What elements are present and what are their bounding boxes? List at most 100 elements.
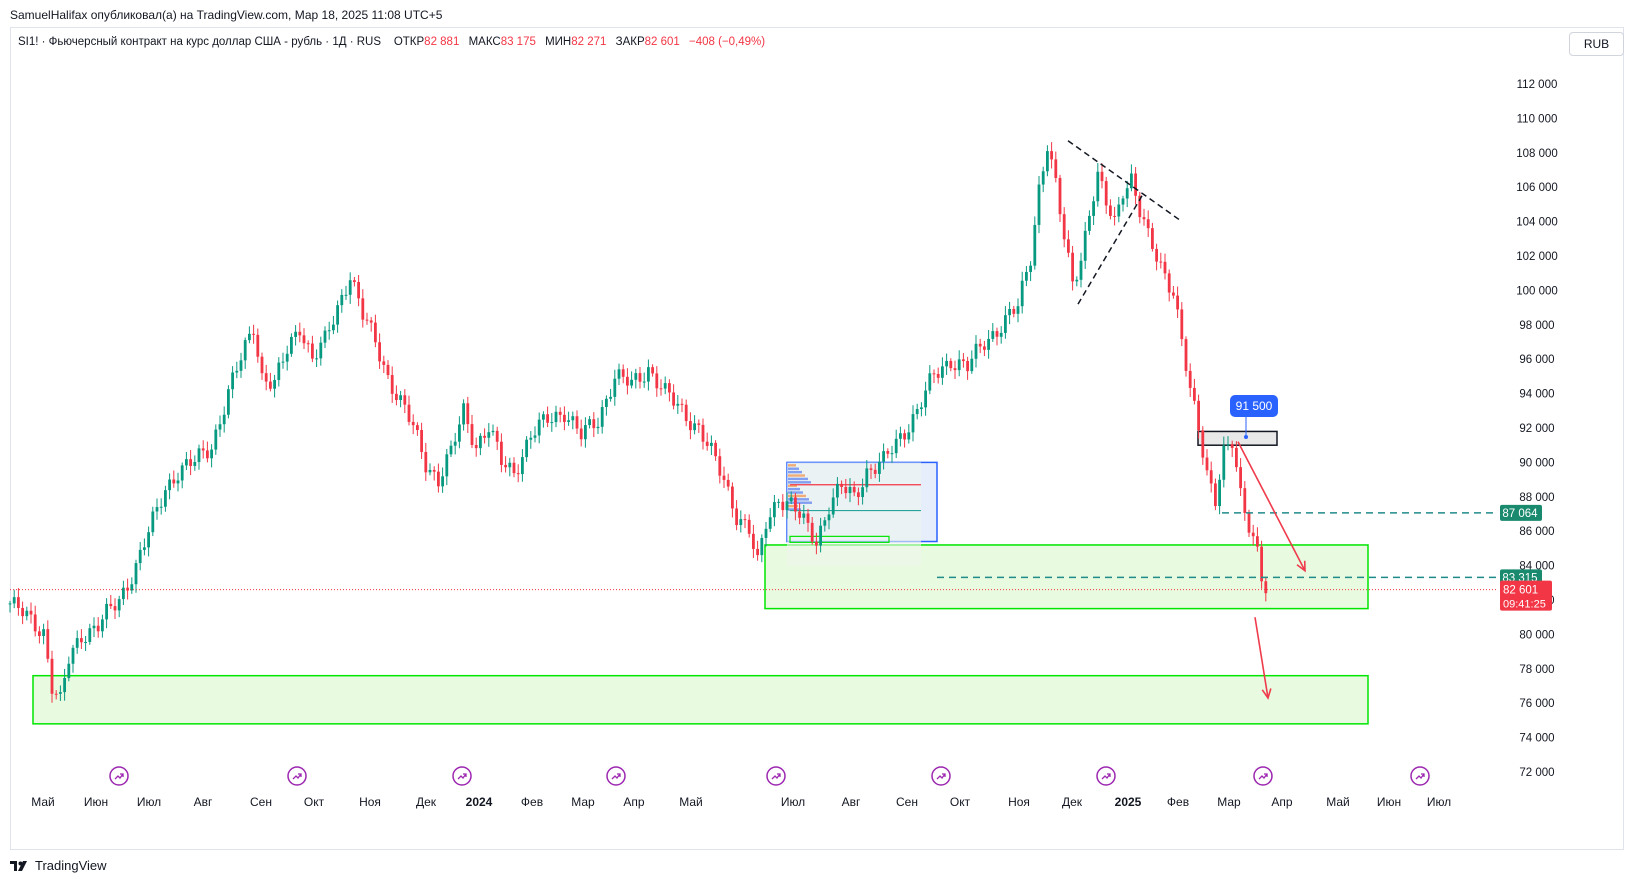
candle-body: [638, 373, 642, 382]
candle-body: [428, 469, 432, 473]
candle-body: [348, 280, 352, 295]
candle-body: [689, 421, 692, 431]
y-tick-label: 76 000: [1519, 698, 1554, 710]
candle-body: [588, 419, 591, 426]
candle-body: [915, 409, 919, 415]
candle-body: [361, 298, 365, 320]
candle-body: [17, 597, 20, 608]
candle-body: [374, 322, 377, 343]
candle-body: [827, 514, 831, 521]
candle-body: [395, 393, 398, 400]
candle-body: [907, 432, 911, 440]
candle-body: [571, 416, 575, 421]
change-value: −408 (−0,49%): [689, 36, 766, 48]
symbol-title[interactable]: SI1! · Фьючерсный контракт на курс долла…: [18, 36, 382, 48]
candle-body: [533, 435, 537, 438]
candle-body: [302, 335, 306, 344]
candle-body: [886, 451, 890, 454]
y-tick-label: 96 000: [1519, 354, 1554, 366]
candle-body: [298, 331, 302, 336]
candle-body: [789, 497, 793, 502]
candle-body: [1235, 447, 1238, 468]
currency-button[interactable]: RUB: [1569, 32, 1624, 56]
candle-body: [1079, 260, 1083, 280]
candle-body: [936, 374, 940, 378]
candle-body: [663, 383, 667, 389]
candle-body: [357, 281, 360, 299]
candle-body: [752, 533, 755, 549]
candle-body: [718, 456, 722, 476]
candle-body: [651, 367, 654, 374]
candle-body: [210, 449, 213, 459]
candle-body: [126, 587, 129, 591]
candle-body: [12, 597, 16, 604]
candle-body: [54, 693, 58, 695]
candle-body: [260, 356, 264, 374]
candle-body: [726, 479, 730, 487]
candle-body: [437, 471, 440, 487]
candle-body: [277, 362, 281, 380]
x-tick-label: Сен: [250, 795, 272, 809]
candle-body: [1058, 177, 1062, 215]
resistance-box: [1197, 430, 1278, 446]
candle-body: [735, 508, 738, 526]
candle-body: [987, 338, 990, 350]
candle-body: [647, 367, 650, 382]
candle-body: [1041, 171, 1045, 185]
x-tick-label: Июл: [781, 795, 805, 809]
candle-body: [928, 373, 932, 391]
candle-body: [794, 497, 797, 512]
candle-body: [1016, 306, 1020, 314]
candle-body: [878, 461, 881, 474]
volume-profile-bar: [788, 504, 798, 508]
candle-body: [1142, 217, 1146, 220]
candle-body: [840, 483, 843, 487]
candle-body: [1138, 195, 1142, 218]
close-label: ЗАКР: [615, 36, 645, 48]
candle-body: [924, 390, 927, 408]
x-tick-label: Дек: [1062, 795, 1083, 809]
candle-body: [1184, 339, 1188, 371]
candle-body: [390, 375, 394, 394]
candle-body: [1214, 483, 1217, 507]
candle-body: [550, 422, 554, 424]
candle-body: [1155, 248, 1158, 262]
candle-body: [1075, 279, 1079, 282]
x-tick-label: Окт: [950, 795, 971, 809]
candle-body: [743, 519, 747, 521]
candle-body: [605, 398, 608, 407]
candle-body: [1046, 151, 1049, 172]
candle-body: [1197, 400, 1200, 431]
candle-body: [109, 603, 113, 607]
y-tick-label: 108 000: [1516, 148, 1558, 160]
high-label: МАКС: [468, 36, 501, 48]
candle-body: [920, 407, 923, 410]
candle-body: [88, 628, 92, 642]
volume-profile-bar: [788, 474, 805, 477]
candle-body: [138, 549, 142, 564]
candle-body: [222, 414, 226, 425]
events-icon: [109, 766, 129, 786]
candle-body: [991, 331, 995, 339]
x-tick-label: Ноя: [359, 795, 381, 809]
candle-body: [71, 647, 75, 664]
volume-profile-bar: [788, 501, 812, 504]
candle-body: [1121, 198, 1125, 205]
projection-arrow-1: [1237, 441, 1306, 572]
candle-body: [113, 606, 117, 611]
candle-body: [668, 383, 671, 393]
candle-body: [941, 366, 944, 378]
candle-body: [836, 483, 839, 498]
candle-body: [1004, 315, 1007, 333]
candle-body: [957, 359, 961, 371]
candle-body: [1134, 173, 1137, 196]
candle-body: [365, 319, 369, 321]
candle-body: [504, 464, 507, 468]
candle-body: [579, 428, 583, 440]
candle-body: [1193, 387, 1196, 401]
candle-body: [512, 462, 516, 474]
low-label: МИН: [545, 36, 572, 48]
y-tick-label: 110 000: [1517, 113, 1558, 125]
candle-body: [1256, 536, 1259, 547]
